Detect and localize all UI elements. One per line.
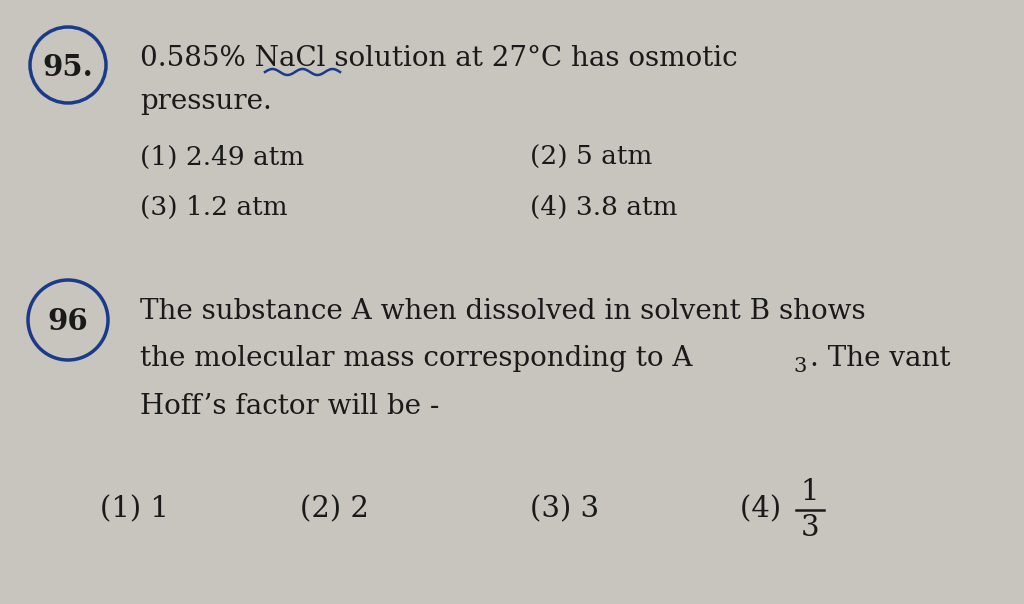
Text: 3: 3	[801, 514, 819, 542]
Text: . The vant: . The vant	[810, 345, 950, 372]
Text: the molecular mass corresponding to A: the molecular mass corresponding to A	[140, 345, 692, 372]
Text: The substance A when dissolved in solvent B shows: The substance A when dissolved in solven…	[140, 298, 865, 325]
Text: 96: 96	[48, 307, 88, 336]
Text: 1: 1	[801, 478, 819, 506]
Text: (3) 3: (3) 3	[530, 495, 599, 523]
Text: (2) 2: (2) 2	[300, 495, 369, 523]
Text: (4): (4)	[740, 495, 791, 523]
Text: pressure.: pressure.	[140, 88, 272, 115]
Text: (3) 1.2 atm: (3) 1.2 atm	[140, 195, 288, 220]
Text: (1) 1: (1) 1	[100, 495, 169, 523]
Text: (4) 3.8 atm: (4) 3.8 atm	[530, 195, 678, 220]
Text: (2) 5 atm: (2) 5 atm	[530, 145, 652, 170]
Text: 3: 3	[793, 357, 806, 376]
Text: 95.: 95.	[43, 53, 93, 82]
Text: 0.585% NaCl solution at 27°C has osmotic: 0.585% NaCl solution at 27°C has osmotic	[140, 45, 737, 72]
Text: (1) 2.49 atm: (1) 2.49 atm	[140, 145, 304, 170]
Text: Hoff’s factor will be -: Hoff’s factor will be -	[140, 393, 439, 420]
